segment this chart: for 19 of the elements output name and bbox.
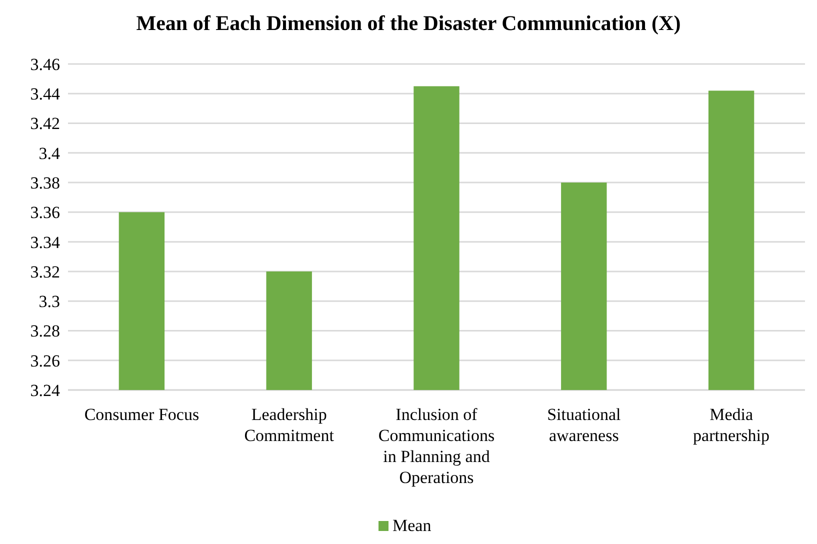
chart-title: Mean of Each Dimension of the Disaster Communication (X)	[136, 11, 681, 35]
y-tick-label: 3.42	[30, 114, 60, 134]
x-tick-label: Consumer Focus	[84, 405, 200, 424]
x-tick-label: Leadership Commitment	[244, 405, 334, 445]
y-tick-label: 3.4	[38, 144, 60, 163]
y-tick-label: 3.46	[30, 54, 60, 74]
x-tick-label: Situational awareness	[547, 405, 621, 445]
y-tick-label: 3.32	[30, 262, 60, 282]
y-tick-label: 3.24	[30, 380, 60, 400]
legend-label: Mean	[392, 516, 432, 535]
y-tick-label: 3.38	[30, 173, 60, 192]
y-tick-label: 3.36	[30, 203, 60, 222]
y-tick-label: 3.3	[38, 292, 60, 312]
x-tick-label: Media partnership	[693, 405, 770, 445]
y-tick-label: 3.28	[30, 322, 60, 341]
y-tick-label: 3.44	[30, 84, 60, 104]
y-tick-label: 3.26	[30, 351, 60, 370]
y-tick-label: 3.34	[30, 232, 60, 252]
x-tick-label: Inclusion of Communications in Planning and Operations	[378, 405, 495, 487]
